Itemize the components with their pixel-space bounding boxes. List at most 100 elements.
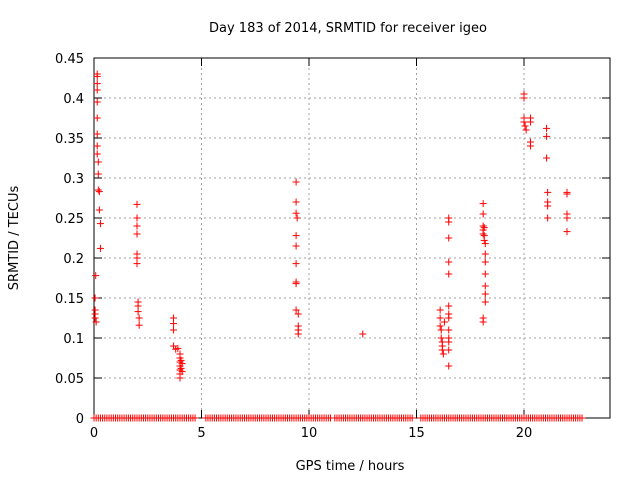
data-point <box>93 86 101 94</box>
data-point <box>135 321 143 329</box>
data-point <box>91 306 99 314</box>
data-point <box>294 330 302 338</box>
data-point <box>445 338 453 346</box>
data-point <box>544 214 552 222</box>
data-point <box>543 154 551 162</box>
data-point <box>479 200 487 208</box>
data-point <box>522 126 530 134</box>
data-point <box>93 114 101 122</box>
data-point <box>93 98 101 106</box>
data-point <box>543 124 551 132</box>
zero-data-point <box>191 414 199 422</box>
data-point <box>170 326 178 334</box>
y-tick-label: 0.35 <box>55 132 84 147</box>
chart-title: Day 183 of 2014, SRMTID for receiver ige… <box>209 21 487 36</box>
data-point <box>520 118 528 126</box>
data-point <box>563 190 571 198</box>
data-point <box>135 314 143 322</box>
y-tick-label: 0.25 <box>55 212 84 227</box>
data-point <box>437 334 445 342</box>
data-point <box>479 210 487 218</box>
y-tick-label: 0.2 <box>63 252 84 267</box>
data-point <box>445 326 453 334</box>
data-points <box>90 70 586 422</box>
data-point <box>94 170 102 178</box>
data-point <box>480 236 488 244</box>
y-tick-label: 0 <box>76 412 84 427</box>
data-point <box>481 240 489 248</box>
data-point <box>91 294 99 302</box>
data-point <box>178 360 186 368</box>
data-point <box>133 200 141 208</box>
data-point <box>445 302 453 310</box>
data-point <box>440 318 448 326</box>
data-point <box>92 272 100 280</box>
data-point <box>93 72 101 80</box>
data-point <box>526 142 534 150</box>
y-tick-labels: 0 0.05 0.1 0.15 0.2 0.25 0.3 0.35 0.4 0.45 <box>55 52 84 427</box>
data-point <box>133 230 141 238</box>
y-axis-label: SRMTID / TECUs <box>7 186 22 291</box>
data-point <box>292 209 300 217</box>
data-point <box>480 224 488 232</box>
data-point <box>292 280 300 288</box>
data-point <box>521 122 529 130</box>
data-point <box>133 214 141 222</box>
data-point <box>95 188 103 196</box>
zero-data-point <box>578 414 586 422</box>
data-point <box>293 214 301 222</box>
y-tick-label: 0.1 <box>63 332 84 347</box>
data-point <box>93 130 101 138</box>
y-tick-label: 0.45 <box>55 52 84 67</box>
data-point <box>134 308 142 316</box>
data-point <box>438 346 446 354</box>
x-tick-label: 10 <box>301 426 318 441</box>
data-point <box>359 330 367 338</box>
data-point <box>436 314 444 322</box>
data-point <box>439 350 447 358</box>
y-tick-label: 0.05 <box>55 372 84 387</box>
data-point <box>93 80 101 88</box>
data-point <box>445 362 453 370</box>
data-point <box>292 242 300 250</box>
data-point <box>520 94 528 102</box>
plot-frame <box>93 57 611 419</box>
data-point <box>563 214 571 222</box>
data-point <box>292 306 300 314</box>
x-tick-label: 0 <box>90 426 98 441</box>
data-point <box>436 322 444 330</box>
data-point <box>94 186 102 194</box>
data-point <box>292 260 300 268</box>
data-point <box>526 118 534 126</box>
grid-lines <box>94 58 610 418</box>
x-tick-labels: 0 5 10 15 20 <box>90 426 532 441</box>
x-tick-label: 5 <box>197 426 205 441</box>
data-point <box>563 228 571 236</box>
data-point <box>543 132 551 140</box>
data-point <box>177 356 185 364</box>
data-point <box>544 202 552 210</box>
data-point <box>93 150 101 158</box>
data-point <box>174 344 182 352</box>
x-axis-label: GPS time / hours <box>296 459 405 474</box>
data-point <box>481 270 489 278</box>
data-point <box>294 310 302 318</box>
data-point <box>479 318 487 326</box>
data-point <box>481 258 489 266</box>
y-tick-label: 0.3 <box>63 172 84 187</box>
data-point <box>445 234 453 242</box>
x-tick-label: 20 <box>516 426 533 441</box>
data-point <box>479 230 487 238</box>
data-point <box>445 218 453 226</box>
data-point <box>133 260 141 268</box>
data-point <box>176 374 184 382</box>
data-point <box>92 318 100 326</box>
data-point <box>437 326 445 334</box>
data-point <box>93 142 101 150</box>
data-point <box>292 198 300 206</box>
data-point <box>133 222 141 230</box>
data-point <box>481 282 489 290</box>
data-point <box>177 364 185 372</box>
data-point <box>436 306 444 314</box>
zero-data-point <box>408 414 416 422</box>
